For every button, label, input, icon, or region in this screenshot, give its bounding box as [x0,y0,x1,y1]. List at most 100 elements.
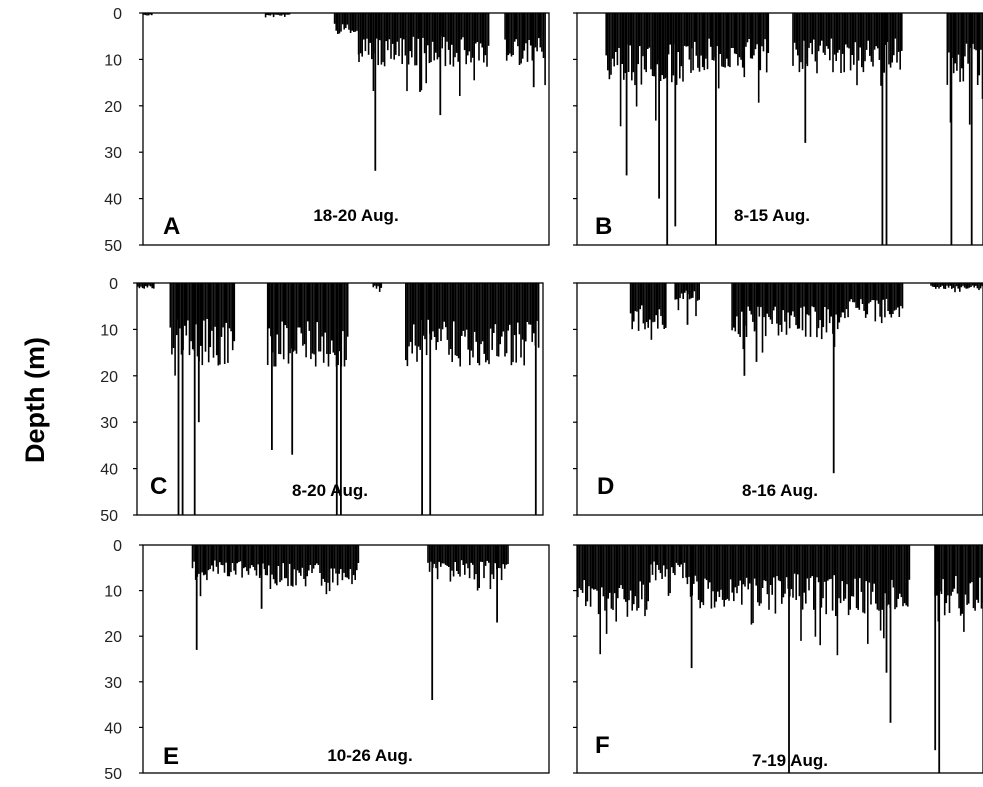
depth-bar [763,283,765,318]
y-tick-label: 40 [104,192,122,209]
y-tick-label: 0 [109,276,118,293]
depth-bar [950,545,952,596]
depth-bar [671,13,673,83]
depth-bar [725,13,728,59]
depth-bar [678,545,681,567]
depth-bar [702,545,705,606]
depth-bar [349,545,352,570]
depth-bar [435,545,437,569]
depth-bar [298,283,301,328]
depth-bar [451,545,453,571]
depth-bar [406,283,409,367]
deep-dive-spike [260,545,263,609]
depth-bar [828,545,831,580]
depth-bar [837,13,839,53]
depth-bar [487,13,490,46]
depth-bar [683,545,686,563]
depth-bar [312,545,315,569]
depth-bar [872,283,875,301]
depth-bar [427,283,429,320]
depth-bar [174,283,176,376]
depth-bar [626,545,629,617]
depth-bar [607,13,609,71]
depth-bar [463,13,466,51]
depth-bar [872,13,874,67]
depth-bar [951,545,954,592]
depth-bar [756,283,759,307]
depth-bar [853,13,855,65]
depth-bar [860,283,862,300]
deep-dive-spike [970,13,973,245]
depth-bar [656,545,659,565]
depth-bar [332,545,334,583]
depth-bar [900,283,902,306]
depth-bar [967,545,970,604]
depth-bar [938,283,940,289]
depth-bar [507,283,509,331]
depth-bar [966,545,968,605]
depth-bar [348,545,350,580]
panel-d: D 8-16 Aug. [573,282,983,516]
depth-bar [268,13,270,16]
depth-bar [930,283,932,286]
depth-bar [821,13,823,41]
depth-bar [801,283,804,331]
depth-bar [255,545,258,576]
depth-bar [138,283,141,289]
depth-bar [288,545,291,564]
depth-bar [860,545,863,592]
panel-e: 0 10 20 30 40 50 E 10-26 Aug. [104,538,550,783]
depth-bar [250,545,253,566]
depth-bar [636,283,638,312]
depth-bar [753,545,756,579]
depth-bar [861,13,863,68]
depth-bar [414,283,417,346]
depth-bar [733,13,736,54]
depth-bar [372,13,375,91]
depth-bar [690,283,692,299]
depth-bar [873,13,876,50]
depth-bar [809,13,812,43]
depth-bar [171,283,173,355]
panel-letter: B [595,213,612,240]
depth-bar [149,283,152,287]
depth-bar [300,545,302,576]
depth-bar [296,545,299,571]
depth-bar [446,13,448,42]
depth-bar [960,283,963,288]
depth-bar [403,13,405,40]
deep-dive-spike [950,13,953,245]
depth-bar [701,13,704,68]
depth-bar [793,545,796,574]
depth-bar [215,283,218,356]
depth-bar [793,283,796,317]
depth-bar [443,13,445,38]
depth-bar [685,13,687,47]
depth-bar [153,283,155,289]
depth-bar [893,283,896,311]
depth-bar [653,283,656,322]
depth-bar [375,13,378,39]
depth-bar [712,545,714,592]
depth-bar [228,283,231,329]
depth-bar [146,283,149,288]
depth-bar [690,13,693,49]
depth-bar [844,545,847,599]
depth-bar [241,545,243,578]
depth-bar [254,545,256,571]
deep-dive-spike [431,545,434,700]
depth-bar [217,283,220,366]
depth-bar [500,545,503,581]
depth-bar [219,283,221,365]
depth-bar [877,13,879,49]
depth-bar [209,545,211,569]
depth-bar [875,13,877,47]
depth-bar [858,283,861,310]
depth-bar [953,545,956,589]
depth-bar [878,545,880,611]
depth-bar [899,545,901,594]
depth-bar [476,545,479,591]
depth-bar [729,13,731,68]
depth-bar [268,283,271,329]
depth-bar [644,283,646,330]
